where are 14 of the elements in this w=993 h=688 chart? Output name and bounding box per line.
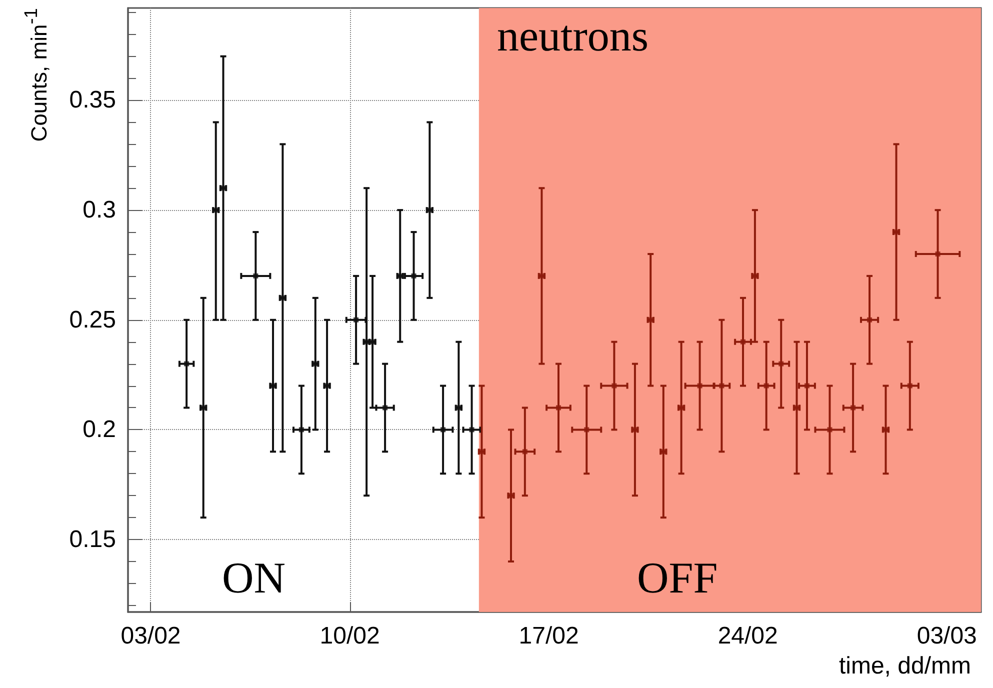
annotation: OFF xyxy=(637,554,718,602)
y-tick-label: 0.35 xyxy=(69,86,116,114)
x-tick-label: 03/03 xyxy=(916,622,977,650)
x-tick-label: 17/02 xyxy=(518,622,579,650)
x-axis-title: time, dd/mm xyxy=(838,652,971,680)
x-tick-label: 24/02 xyxy=(718,622,778,650)
x-tick-label: 03/02 xyxy=(120,622,181,650)
y-tick-label: 0.3 xyxy=(82,196,116,224)
x-tick-label: 10/02 xyxy=(320,622,380,650)
annotation: ON xyxy=(222,554,286,602)
annotation: neutrons xyxy=(497,12,649,60)
y-tick-label: 0.25 xyxy=(69,306,116,334)
y-tick-label: 0.2 xyxy=(82,416,116,444)
y-tick-label: 0.15 xyxy=(69,526,116,554)
